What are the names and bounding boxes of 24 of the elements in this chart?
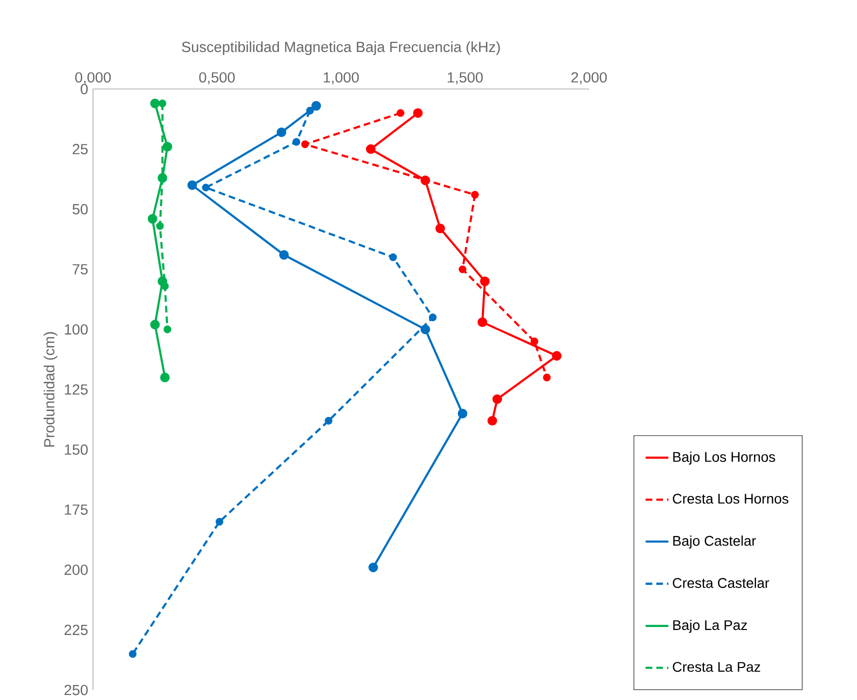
y-tick-label: 250 (64, 684, 88, 696)
y-tick-label: 25 (72, 144, 88, 154)
legend-label: Bajo Castelar (673, 536, 756, 549)
legend-label: Cresta Castelar (672, 578, 770, 588)
y-tick-label: 125 (64, 384, 88, 395)
x-axis-title: Susceptibilidad Magnetica Baja Frecuencia (kHz) (182, 41, 500, 56)
y-tick-label: 175 (64, 504, 88, 515)
x-tick-label: 1,500 (448, 72, 483, 84)
y-tick-label: 100 (64, 324, 88, 335)
legend-label: Cresta Los Hornos (672, 494, 788, 504)
x-tick-label: 1,000 (324, 72, 359, 84)
legend-label: Cresta La Paz (672, 662, 760, 672)
y-axis-title: Produndidad (cm) (44, 332, 58, 447)
y-tick-label: 225 (64, 624, 88, 636)
legend-label: Bajo La Paz (673, 620, 747, 633)
y-tick-label: 150 (64, 444, 88, 455)
legend-label: Bajo Los Hornos (673, 452, 776, 465)
x-tick-label: 0,000 (75, 72, 111, 84)
y-tick-label: 50 (72, 204, 88, 214)
y-tick-label: 75 (72, 264, 88, 274)
x-tick-label: 0,500 (199, 72, 235, 84)
y-tick-label: 0 (80, 84, 88, 94)
x-tick-label: 2,000 (571, 72, 607, 84)
y-tick-label: 200 (64, 564, 88, 575)
